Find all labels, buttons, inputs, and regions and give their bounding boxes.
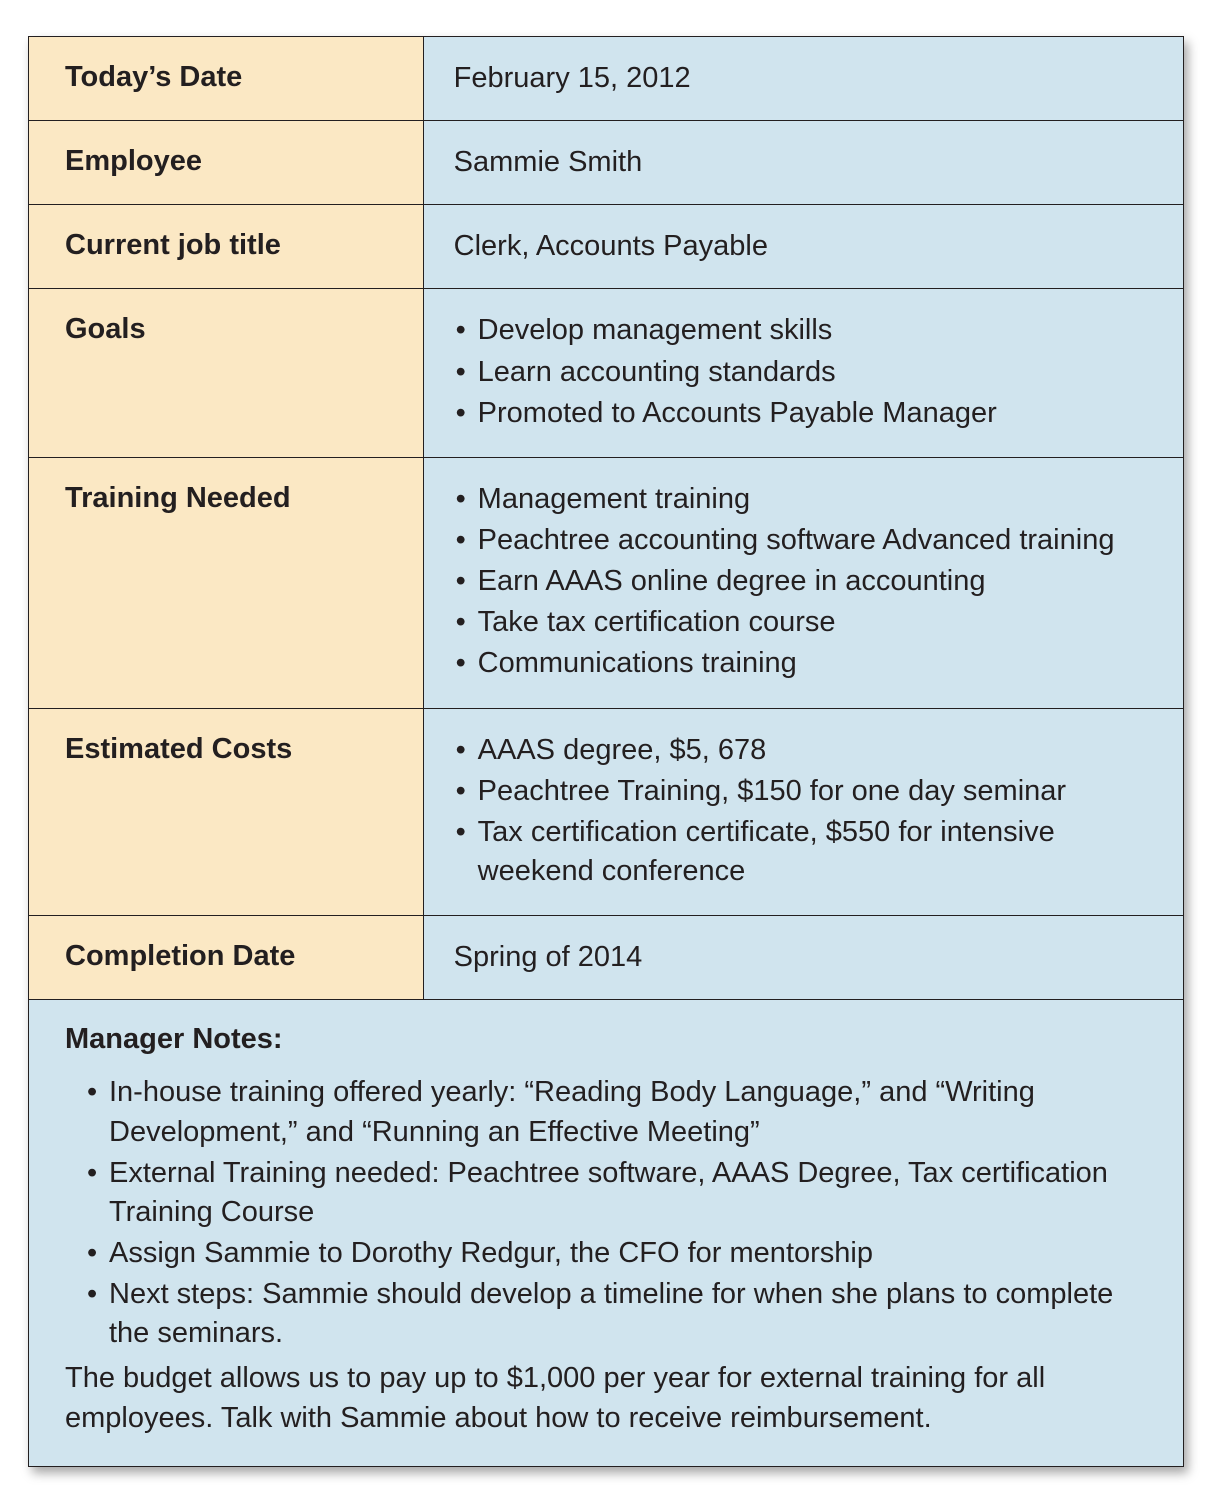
table-row: Completion Date Spring of 2014	[29, 916, 1183, 1000]
goals-list: Develop management skills Learn accounti…	[454, 311, 1155, 432]
list-item: External Training needed: Peachtree soft…	[85, 1154, 1149, 1232]
list-item: AAAS degree, $5, 678	[454, 731, 1155, 770]
table-row: Employee Sammie Smith	[29, 121, 1183, 205]
manager-notes-list: In-house training offered yearly: “Readi…	[65, 1073, 1149, 1353]
list-item: Tax certification certificate, $550 for …	[454, 813, 1155, 891]
row-label-current-job-title: Current job title	[29, 205, 424, 288]
list-item: Management training	[454, 480, 1155, 519]
list-item: In-house training offered yearly: “Readi…	[85, 1073, 1149, 1151]
training-needed-list: Management training Peachtree accounting…	[454, 480, 1155, 684]
career-plan-table: Today’s Date February 15, 2012 Employee …	[28, 36, 1184, 1467]
row-label-goals: Goals	[29, 289, 424, 456]
row-value-goals: Develop management skills Learn accounti…	[424, 289, 1183, 456]
row-value-training-needed: Management training Peachtree accounting…	[424, 458, 1183, 708]
list-item: Take tax certification course	[454, 603, 1155, 642]
list-item: Learn accounting standards	[454, 353, 1155, 392]
table-row: Goals Develop management skills Learn ac…	[29, 289, 1183, 457]
row-label-completion-date: Completion Date	[29, 916, 424, 999]
manager-notes-footer: The budget allows us to pay up to $1,000…	[65, 1359, 1149, 1437]
row-value-current-job-title: Clerk, Accounts Payable	[424, 205, 1183, 288]
list-item: Communications training	[454, 644, 1155, 683]
table-row: Training Needed Management training Peac…	[29, 458, 1183, 709]
row-value-estimated-costs: AAAS degree, $5, 678 Peachtree Training,…	[424, 709, 1183, 916]
row-label-employee: Employee	[29, 121, 424, 204]
row-value-completion-date: Spring of 2014	[424, 916, 1183, 999]
list-item: Peachtree accounting software Advanced t…	[454, 521, 1155, 560]
list-item: Peachtree Training, $150 for one day sem…	[454, 772, 1155, 811]
row-value-todays-date: February 15, 2012	[424, 37, 1183, 120]
manager-notes-title: Manager Notes:	[65, 1020, 1149, 1059]
list-item: Earn AAAS online degree in accounting	[454, 562, 1155, 601]
table-row: Current job title Clerk, Accounts Payabl…	[29, 205, 1183, 289]
table-row: Today’s Date February 15, 2012	[29, 37, 1183, 121]
list-item: Promoted to Accounts Payable Manager	[454, 394, 1155, 433]
row-label-todays-date: Today’s Date	[29, 37, 424, 120]
row-label-estimated-costs: Estimated Costs	[29, 709, 424, 916]
manager-notes-section: Manager Notes: In-house training offered…	[29, 1000, 1183, 1465]
list-item: Next steps: Sammie should develop a time…	[85, 1275, 1149, 1353]
list-item: Develop management skills	[454, 311, 1155, 350]
row-label-training-needed: Training Needed	[29, 458, 424, 708]
list-item: Assign Sammie to Dorothy Redgur, the CFO…	[85, 1234, 1149, 1273]
table-row: Estimated Costs AAAS degree, $5, 678 Pea…	[29, 709, 1183, 917]
estimated-costs-list: AAAS degree, $5, 678 Peachtree Training,…	[454, 731, 1155, 892]
row-value-employee: Sammie Smith	[424, 121, 1183, 204]
